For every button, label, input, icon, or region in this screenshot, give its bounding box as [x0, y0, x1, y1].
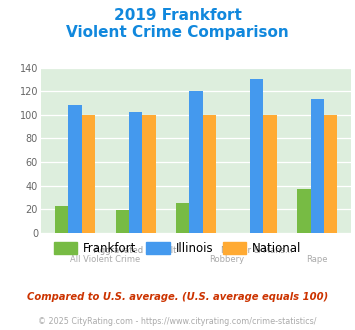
Bar — [82, 115, 95, 233]
Bar — [311, 99, 324, 233]
Text: All Violent Crime: All Violent Crime — [70, 255, 140, 264]
Bar — [324, 115, 337, 233]
Text: Aggravated Assault: Aggravated Assault — [94, 246, 177, 255]
Text: Violent Crime Comparison: Violent Crime Comparison — [66, 25, 289, 40]
Text: Murder & Mans...: Murder & Mans... — [221, 246, 293, 255]
Bar — [142, 115, 155, 233]
Bar — [129, 113, 142, 233]
Bar — [250, 80, 263, 233]
Text: Rape: Rape — [307, 255, 328, 264]
Text: Robbery: Robbery — [209, 255, 244, 264]
Bar — [203, 115, 216, 233]
Text: © 2025 CityRating.com - https://www.cityrating.com/crime-statistics/: © 2025 CityRating.com - https://www.city… — [38, 317, 317, 326]
Bar — [68, 105, 82, 233]
Text: Compared to U.S. average. (U.S. average equals 100): Compared to U.S. average. (U.S. average … — [27, 292, 328, 302]
Text: 2019 Frankfort: 2019 Frankfort — [114, 8, 241, 23]
Bar — [115, 210, 129, 233]
Bar — [190, 91, 203, 233]
Bar — [297, 189, 311, 233]
Bar — [176, 203, 190, 233]
Bar — [55, 206, 68, 233]
Legend: Frankfort, Illinois, National: Frankfort, Illinois, National — [49, 237, 306, 260]
Bar — [263, 115, 277, 233]
